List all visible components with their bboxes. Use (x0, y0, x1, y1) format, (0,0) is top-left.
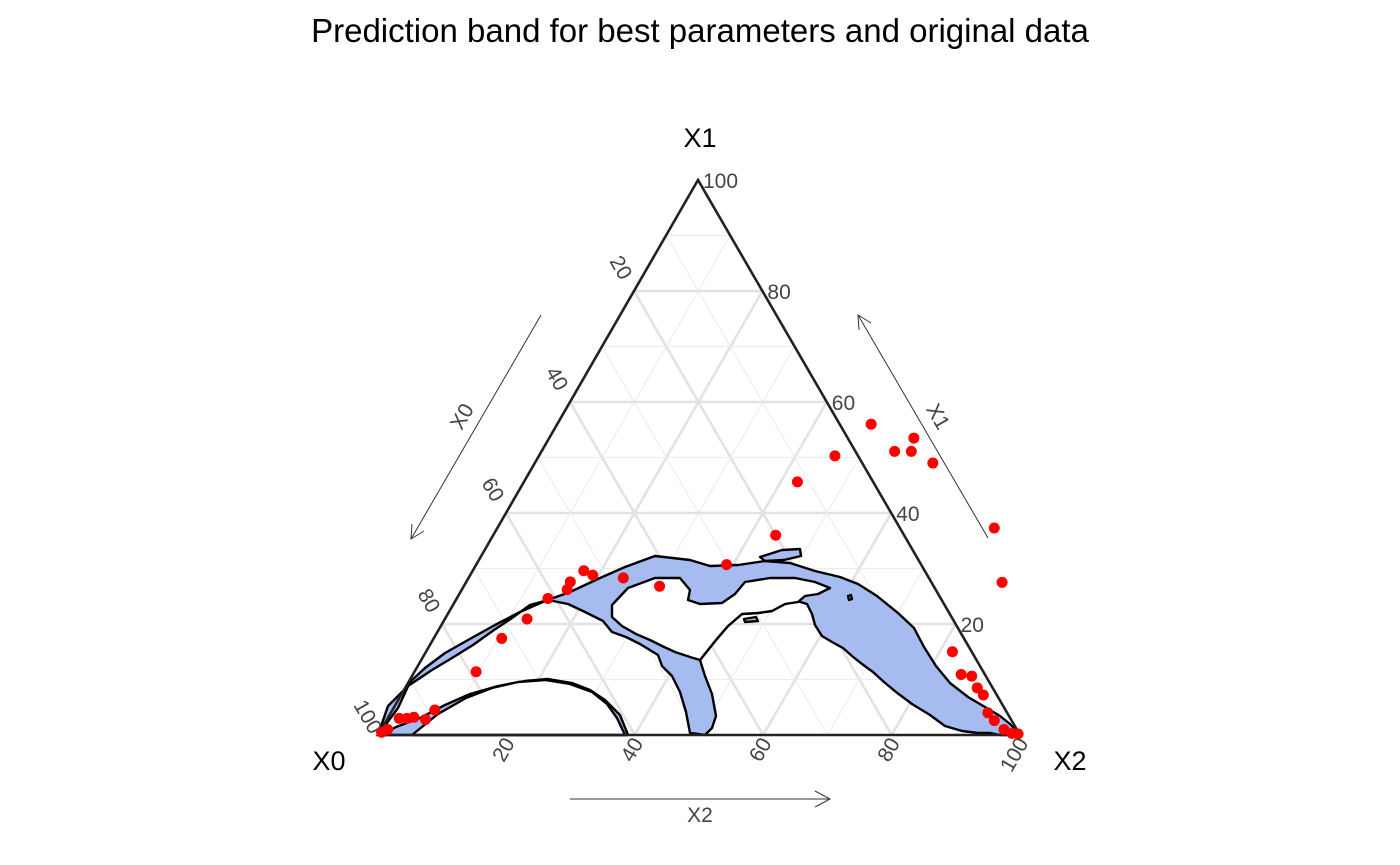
data-point (393, 712, 405, 724)
data-point (654, 580, 666, 592)
prediction-band-speck (742, 615, 760, 624)
data-point (542, 592, 554, 604)
data-point (966, 670, 978, 682)
tick-label-x1-100: 100 (703, 170, 738, 193)
chart-title: Prediction band for best parameters and … (311, 12, 1089, 49)
data-point (946, 646, 958, 658)
data-point (521, 613, 533, 625)
tick-label-x2-40: 40 (617, 734, 649, 766)
data-point (429, 704, 441, 716)
tick-label-x1-20: 20 (961, 614, 984, 637)
x1-arrow-label: X1 (921, 400, 954, 434)
vertex-label-x2: X2 (1053, 746, 1086, 776)
grid-line-x2-30 (570, 346, 796, 736)
vertex-label-x0: X0 (312, 746, 345, 776)
data-point (564, 576, 576, 588)
tick-label-x0-60: 60 (477, 474, 509, 506)
prediction-band (376, 547, 1022, 737)
prediction-band-gap-center (610, 576, 832, 662)
tick-label-x0-20: 20 (605, 252, 637, 284)
tick-label-x2-100: 100 (996, 734, 1033, 776)
vertex-label-x1: X1 (683, 123, 716, 153)
data-point (791, 476, 803, 488)
data-point (617, 572, 629, 584)
x2-arrowhead (814, 790, 832, 808)
tick-label-x1-80: 80 (767, 281, 790, 304)
prediction-band-island (758, 547, 803, 563)
data-point (977, 689, 989, 701)
tick-label-x2-20: 20 (488, 734, 520, 766)
data-point (721, 559, 733, 571)
data-point (496, 632, 508, 644)
ternary-triangle (375, 177, 1023, 737)
x2-arrow-label: X2 (687, 804, 713, 827)
grid-line-x0-30 (601, 346, 828, 736)
prediction-band-gap-lower (410, 678, 627, 737)
data-point (905, 445, 917, 457)
data-point (996, 576, 1008, 588)
x1-arrowhead (857, 314, 872, 331)
x0-arrow (410, 314, 542, 540)
data-point (829, 450, 841, 462)
prediction-band-dot (846, 593, 854, 602)
tick-label-x2-60: 60 (745, 734, 777, 766)
data-point (971, 682, 983, 694)
tick-label-x2-80: 80 (873, 734, 905, 766)
data-point (1012, 728, 1024, 740)
data-point (988, 715, 1000, 727)
data-point (587, 569, 599, 581)
data-points (376, 418, 1024, 740)
data-point (955, 669, 967, 681)
tick-label-x0-80: 80 (413, 585, 445, 617)
data-point (865, 418, 877, 430)
data-point (470, 666, 482, 678)
data-point (889, 445, 901, 457)
data-point (382, 723, 394, 735)
x0-arrowhead (410, 523, 425, 540)
x0-arrow-label: X0 (446, 400, 479, 434)
data-point (578, 565, 590, 577)
data-point (927, 457, 939, 469)
data-point (908, 432, 920, 444)
data-point (988, 522, 1000, 534)
data-point (419, 713, 431, 725)
vertex-labels: X0 X1 X2 (312, 123, 1086, 776)
grid-line-x2-10 (441, 235, 731, 736)
grid-line-x0-60 (504, 512, 636, 736)
data-point (408, 711, 420, 723)
data-point (770, 529, 782, 541)
data-point (982, 707, 994, 719)
x1-arrow (857, 314, 989, 539)
tick-label-x1-60: 60 (832, 392, 855, 415)
tick-label-x1-40: 40 (896, 503, 919, 526)
tick-label-x0-40: 40 (541, 363, 573, 395)
